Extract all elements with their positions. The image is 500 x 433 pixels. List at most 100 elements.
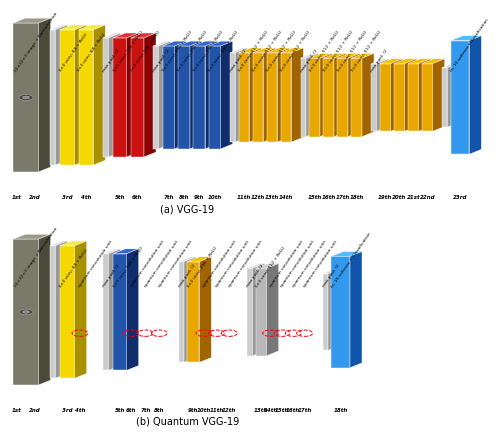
Polygon shape [248,263,264,268]
Polygon shape [188,262,200,362]
Polygon shape [126,249,138,370]
Polygon shape [252,263,264,356]
Text: 1st: 1st [12,408,22,413]
Polygon shape [442,68,448,127]
Text: 7th: 7th [140,408,150,413]
Text: 3×3 conv, 256 + ReLU: 3×3 conv, 256 + ReLU [162,31,193,73]
Polygon shape [14,23,38,172]
Polygon shape [338,53,360,58]
Polygon shape [252,53,264,142]
Polygon shape [114,249,138,254]
Text: max pool, /2: max pool, /2 [152,48,171,73]
Text: 7th: 7th [164,195,174,200]
Circle shape [23,96,29,99]
Polygon shape [208,46,220,149]
Polygon shape [60,241,86,246]
Polygon shape [442,63,460,68]
Polygon shape [50,30,56,165]
Text: 9th: 9th [188,408,198,413]
Text: 3×3 conv, 64 + ReLU: 3×3 conv, 64 + ReLU [58,33,88,73]
Polygon shape [256,268,266,356]
Text: 4th: 4th [81,195,91,200]
Polygon shape [408,64,418,131]
Text: 14th: 14th [279,195,293,200]
Text: 11th: 11th [210,408,224,413]
Text: 17th: 17th [298,408,312,413]
Polygon shape [238,53,250,142]
Polygon shape [14,234,51,239]
Text: quantum convolution unit: quantum convolution unit [78,240,114,288]
Text: 12th: 12th [251,195,265,200]
Polygon shape [94,25,106,165]
Text: 32×32×3 image + Normalization: 32×32×3 image + Normalization [14,12,58,73]
Polygon shape [230,48,248,53]
Text: 8th: 8th [179,195,189,200]
Text: quantum convolution unit: quantum convolution unit [228,240,263,288]
Text: 3×3 conv, 256 + ReLU: 3×3 conv, 256 + ReLU [176,31,208,73]
Text: 3×3 conv, 512 + ReLU: 3×3 conv, 512 + ReLU [350,31,382,73]
Polygon shape [130,38,144,157]
Polygon shape [470,36,482,154]
Text: max pool, /2: max pool, /2 [102,48,121,73]
Polygon shape [328,269,340,350]
Polygon shape [188,257,212,262]
Polygon shape [50,246,56,378]
Polygon shape [300,53,318,58]
Text: fc, 10-softmax+Classification: fc, 10-softmax+Classification [450,19,490,73]
Text: 3×3 conv, 128 + ReLU: 3×3 conv, 128 + ReLU [112,246,144,288]
Polygon shape [404,59,416,131]
Polygon shape [432,59,444,131]
Polygon shape [448,63,460,127]
Polygon shape [14,239,38,385]
Text: quantum convolution unit: quantum convolution unit [280,240,316,288]
Text: quantum convolution unit: quantum convolution unit [202,240,237,288]
Text: 3×3 conv, 64 + ReLU: 3×3 conv, 64 + ReLU [76,33,106,73]
Text: 8th: 8th [154,408,164,413]
Text: (a) VGG-19: (a) VGG-19 [160,204,214,214]
Circle shape [23,311,29,313]
Text: 4th: 4th [75,408,85,413]
Text: quantum convolution unit: quantum convolution unit [302,240,338,288]
Text: quantum convolution unit: quantum convolution unit [292,240,327,288]
Polygon shape [266,48,289,53]
Polygon shape [38,18,50,172]
Polygon shape [256,263,278,268]
Polygon shape [394,64,404,131]
Polygon shape [348,53,360,137]
Polygon shape [422,64,432,131]
Text: 3×3 conv, 512 + ReLU: 3×3 conv, 512 + ReLU [254,246,286,288]
Text: 13th: 13th [254,408,268,413]
Polygon shape [338,58,348,137]
Polygon shape [50,25,68,30]
Polygon shape [178,257,196,262]
Text: 3×3 conv, 512 + ReLU: 3×3 conv, 512 + ReLU [308,31,340,73]
Text: quantum convolution unit: quantum convolution unit [158,240,193,288]
Polygon shape [130,33,156,38]
Text: max pool, /2: max pool, /2 [246,264,265,288]
Text: 3×3 conv, 512 + ReLU: 3×3 conv, 512 + ReLU [280,31,311,73]
Text: max pool, /2: max pool, /2 [102,264,121,288]
Polygon shape [56,241,68,378]
Polygon shape [306,53,318,137]
Polygon shape [322,274,328,350]
Text: 21st: 21st [406,195,420,200]
Polygon shape [352,58,362,137]
Polygon shape [206,41,218,149]
Text: 3×3 conv, 512 + ReLU: 3×3 conv, 512 + ReLU [252,31,283,73]
Polygon shape [422,59,444,64]
Polygon shape [126,33,138,157]
Polygon shape [280,48,303,53]
Polygon shape [310,58,320,137]
Polygon shape [324,53,346,58]
Text: max pool, /2: max pool, /2 [228,48,248,73]
Polygon shape [394,59,416,64]
Text: 3×3 conv, 128 + ReLU: 3×3 conv, 128 + ReLU [112,31,144,73]
Text: 22nd: 22nd [420,195,435,200]
Text: fc, 10-softmax + Classification: fc, 10-softmax + Classification [330,231,372,288]
Polygon shape [362,53,374,137]
Polygon shape [144,33,156,157]
Polygon shape [194,41,218,46]
Text: (b) Quantum VGG-19: (b) Quantum VGG-19 [136,417,239,427]
Polygon shape [350,252,362,368]
Text: 3rd: 3rd [62,195,72,200]
